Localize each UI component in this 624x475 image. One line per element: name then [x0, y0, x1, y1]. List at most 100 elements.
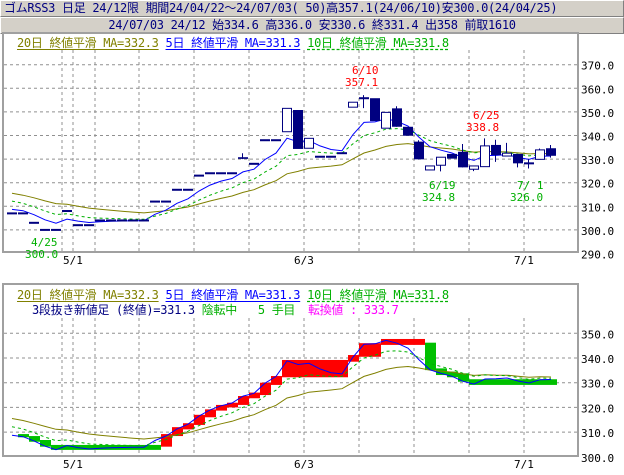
candle — [315, 155, 325, 158]
trend-status: 陰転中 — [201, 303, 237, 317]
candle-body-up — [304, 137, 314, 149]
candle — [348, 101, 358, 108]
linebreak-brick-up — [183, 423, 194, 430]
linebreak-brick-down — [469, 379, 557, 385]
candle-body-down — [392, 108, 402, 127]
annotation-date: 4/25 — [31, 236, 58, 249]
annotation-value: 324.8 — [422, 191, 455, 204]
candle — [106, 219, 116, 222]
candle — [84, 224, 94, 227]
candle — [73, 224, 83, 227]
annotations: 4/25 300.0 6/10 357.1 6/19 324.8 6/25 33… — [25, 64, 544, 261]
candle-body-flat — [216, 172, 226, 175]
linebreak-brick-up — [161, 434, 172, 447]
x-tick-label: 5/1 — [63, 254, 83, 267]
linebreak-chart-frame — [2, 283, 579, 457]
candle-body-up — [436, 156, 446, 166]
ma10-line-price — [11, 128, 552, 220]
candle-body-flat — [205, 172, 215, 175]
candle-body-flat — [117, 219, 127, 222]
annotation-value: 338.8 — [466, 121, 499, 134]
candle — [238, 153, 248, 160]
candle-body-down — [458, 151, 468, 168]
candle-body-flat — [40, 228, 50, 231]
y-tick-label: 340.0 — [581, 131, 614, 144]
quote-text: 24/07/03 24/12 始334.6 高336.0 安330.6 終331… — [108, 18, 516, 32]
candle — [117, 219, 127, 222]
y-tick-label: 290.0 — [581, 249, 614, 262]
candle — [337, 152, 347, 155]
linebreak-brick-down — [51, 444, 161, 450]
candle — [491, 139, 501, 162]
linebreak-brick-up — [249, 392, 260, 399]
candle — [183, 188, 193, 191]
candle — [128, 219, 138, 222]
annotation-value: 357.1 — [345, 76, 378, 89]
candle — [370, 98, 380, 122]
linebreak-brick-up — [216, 404, 227, 411]
candle — [414, 140, 424, 160]
legend-ma20: 20日 終値平滑 MA=332.3 — [17, 36, 159, 50]
candle-body-down — [403, 126, 413, 136]
linebreak-brick-down — [436, 368, 447, 376]
y-tick-label: 320.0 — [581, 178, 614, 191]
candle-body-up — [535, 149, 545, 160]
candle-body-up — [480, 145, 490, 168]
annotation-value: 300.0 — [25, 248, 58, 261]
linebreak-bricks — [18, 338, 557, 450]
quote-bar: 24/07/03 24/12 始334.6 高336.0 安330.6 終331… — [0, 17, 624, 34]
moving-average-lines — [11, 118, 552, 451]
candle-body-up — [425, 165, 435, 171]
legend-ma10: 10日 終値平滑 MA=331.8 — [307, 288, 449, 302]
candle — [535, 148, 545, 160]
annotation-date: 7/ 1 — [517, 179, 544, 192]
candle — [458, 143, 468, 168]
y-tick-label: 330.0 — [581, 378, 614, 391]
candle — [546, 144, 556, 158]
candle — [150, 200, 160, 203]
candle — [172, 188, 182, 191]
candle-body-flat — [62, 210, 72, 213]
candle — [62, 210, 72, 213]
legend-ma20: 20日 終値平滑 MA=332.3 — [17, 288, 159, 302]
candle — [436, 156, 446, 172]
linebreak-chart-grid — [4, 318, 577, 456]
linebreak-brick-up — [359, 343, 381, 357]
candle-body-down — [447, 153, 457, 159]
candle — [326, 155, 336, 158]
candle — [447, 153, 457, 159]
candle-body-flat — [249, 162, 259, 165]
x-tick-label: 7/1 — [514, 254, 534, 267]
candle-body-down — [293, 110, 303, 149]
linebreak-brick-up — [172, 427, 183, 437]
legend-ma5: 5日 終値平滑 MA=331.3 — [165, 36, 301, 50]
candle-body-flat — [128, 219, 138, 222]
linebreak-brick-down — [40, 440, 51, 447]
y-tick-label: 320.0 — [581, 402, 614, 415]
candle — [304, 137, 314, 149]
x-tick-label: 7/1 — [514, 458, 534, 471]
candle — [40, 228, 50, 231]
x-tick-label: 5/1 — [63, 458, 83, 471]
y-tick-label: 340.0 — [581, 353, 614, 366]
title-bar: ゴムRSS3 日足 24/12限 期間24/04/22～24/07/03( 50… — [0, 0, 624, 17]
y-tick-label: 350.0 — [581, 328, 614, 341]
linebreak-brick-up — [227, 402, 238, 408]
annotation-date: 6/10 — [352, 64, 379, 77]
candle-body-up — [348, 101, 358, 108]
candle-body-flat — [139, 219, 149, 222]
ma5-line-price — [11, 118, 552, 224]
linebreak-brick-up — [271, 376, 282, 385]
candle-body-down — [491, 144, 501, 156]
candle — [425, 165, 435, 171]
candle-body-flat — [106, 219, 116, 222]
x-tick-label: 6/3 — [294, 254, 314, 267]
linebreak-brick-up — [348, 355, 359, 362]
linebreak-value: 3段抜き新値足 (終値)=331.3 — [32, 303, 195, 317]
y-tick-label: 300.0 — [581, 452, 614, 465]
price-chart-frame — [2, 32, 579, 253]
legend-ma5: 5日 終値平滑 MA=331.3 — [165, 288, 301, 302]
candle — [502, 142, 512, 157]
annotation-value: 326.0 — [510, 191, 543, 204]
